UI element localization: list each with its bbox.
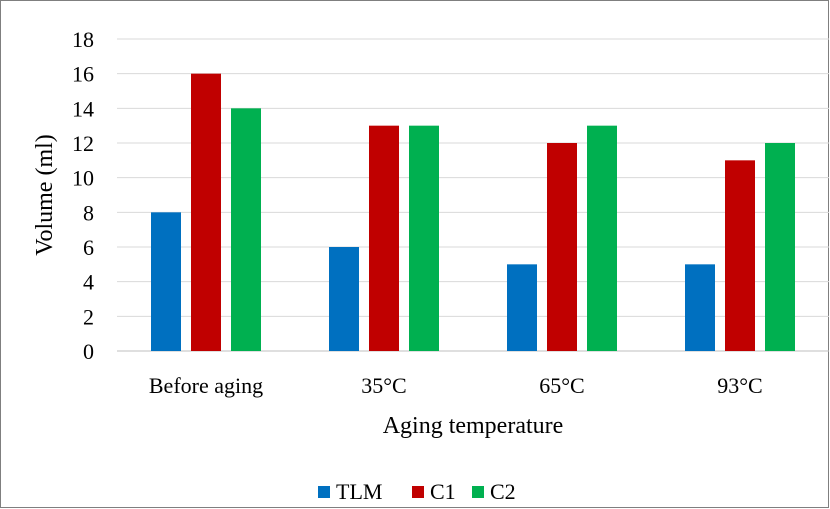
y-tick-label: 16	[72, 62, 94, 87]
gridlines	[117, 38, 829, 352]
legend-label-c1: C1	[430, 479, 456, 504]
bar-c2-2	[409, 125, 439, 352]
y-tick-label: 10	[72, 166, 94, 191]
legend-swatch-c2	[472, 486, 484, 498]
bar-tlm-4	[685, 264, 715, 351]
bar-c2-4	[765, 143, 795, 351]
x-tick-label: 65°C	[539, 373, 584, 398]
bar-tlm-1	[151, 212, 181, 351]
bar-c1-1	[191, 73, 221, 352]
y-tick-labels: 0 2 4 6 8 10 12 14 16 18	[72, 27, 94, 364]
x-tick-label: 93°C	[717, 373, 762, 398]
y-tick-label: 8	[83, 200, 94, 225]
legend-label-tlm: TLM	[336, 479, 382, 504]
x-tick-label: Before aging	[149, 373, 263, 398]
y-tick-label: 18	[72, 27, 94, 52]
y-tick-label: 4	[83, 270, 94, 295]
y-tick-label: 6	[83, 235, 94, 260]
y-axis-title: Volume (ml)	[32, 134, 58, 256]
bar-c2-1	[231, 108, 261, 351]
legend: TLM C1 C2	[318, 479, 516, 504]
bar-c2-3	[587, 125, 617, 352]
x-axis-title: Aging temperature	[383, 413, 564, 439]
legend-swatch-tlm	[318, 486, 330, 498]
bar-c1-3	[547, 143, 577, 351]
y-tick-label: 12	[72, 131, 94, 156]
bar-c1-2	[369, 125, 399, 352]
legend-label-c2: C2	[490, 479, 516, 504]
bar-tlm-2	[329, 247, 359, 351]
legend-swatch-c1	[412, 486, 424, 498]
y-tick-label: 0	[83, 339, 94, 364]
y-tick-label: 2	[83, 304, 94, 329]
bar-c1-4	[725, 160, 755, 351]
y-tick-label: 14	[72, 96, 94, 121]
x-tick-labels: Before aging 35°C 65°C 93°C	[149, 373, 763, 398]
x-tick-label: 35°C	[361, 373, 406, 398]
bar-tlm-3	[507, 264, 537, 351]
bars	[151, 73, 795, 352]
